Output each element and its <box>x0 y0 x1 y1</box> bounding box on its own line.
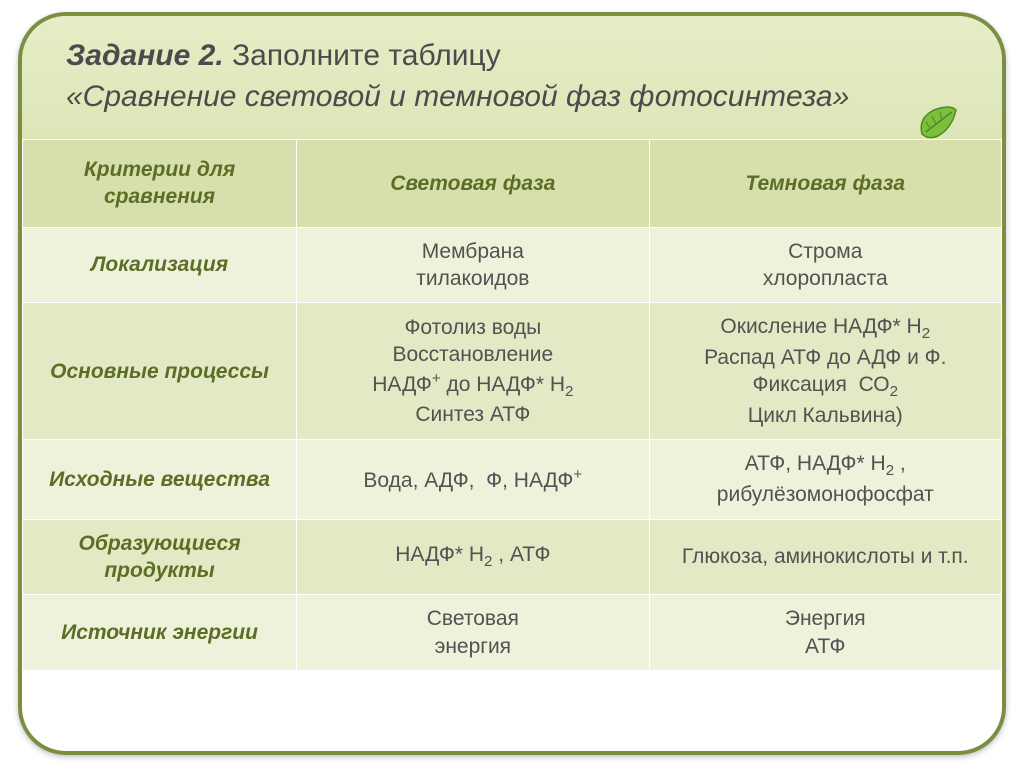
slide-title: Задание 2. Заполните таблицу «Сравнение … <box>66 36 958 117</box>
dark-phase-cell: Стромахлоропласта <box>649 227 1001 303</box>
light-phase-cell: НАДФ* Н2 , АТФ <box>297 519 649 595</box>
comparison-table: Критерии для сравнения Световая фаза Тем… <box>22 139 1002 671</box>
col-header-dark: Темновая фаза <box>649 140 1001 228</box>
criterion-cell: Основные процессы <box>23 303 297 440</box>
light-phase-cell: Мембранатилакоидов <box>297 227 649 303</box>
table-row: Основные процессыФотолиз водыВосстановле… <box>23 303 1002 440</box>
quoted-title: «Сравнение световой и темновой фаз фотос… <box>66 80 849 113</box>
criterion-cell: Источник энергии <box>23 595 297 671</box>
slide-header: Задание 2. Заполните таблицу «Сравнение … <box>22 16 1002 139</box>
light-phase-cell: Фотолиз водыВосстановлениеНАДФ+ до НАДФ*… <box>297 303 649 440</box>
table-body: ЛокализацияМембранатилакоидовСтромахлоро… <box>23 227 1002 670</box>
table-row: Исходные веществаВода, АДФ, Ф, НАДФ+АТФ,… <box>23 440 1002 519</box>
criterion-cell: Локализация <box>23 227 297 303</box>
col-header-criteria: Критерии для сравнения <box>23 140 297 228</box>
criterion-cell: Образующиеся продукты <box>23 519 297 595</box>
table-header-row: Критерии для сравнения Световая фаза Тем… <box>23 140 1002 228</box>
table-row: Образующиеся продуктыНАДФ* Н2 , АТФГлюко… <box>23 519 1002 595</box>
table-row: Источник энергииСветоваяэнергияЭнергияАТ… <box>23 595 1002 671</box>
task-action: Заполните таблицу <box>232 39 501 72</box>
light-phase-cell: Световаяэнергия <box>297 595 649 671</box>
dark-phase-cell: Глюкоза, аминокислоты и т.п. <box>649 519 1001 595</box>
criterion-cell: Исходные вещества <box>23 440 297 519</box>
table-row: ЛокализацияМембранатилакоидовСтромахлоро… <box>23 227 1002 303</box>
col-header-light: Световая фаза <box>297 140 649 228</box>
task-prefix: Задание 2. <box>66 39 224 72</box>
dark-phase-cell: ЭнергияАТФ <box>649 595 1001 671</box>
leaf-icon <box>916 104 958 147</box>
dark-phase-cell: Окисление НАДФ* Н2Распад АТФ до АДФ и Ф.… <box>649 303 1001 440</box>
dark-phase-cell: АТФ, НАДФ* Н2 ,рибулёзомонофосфат <box>649 440 1001 519</box>
light-phase-cell: Вода, АДФ, Ф, НАДФ+ <box>297 440 649 519</box>
slide-frame: Задание 2. Заполните таблицу «Сравнение … <box>18 12 1006 755</box>
